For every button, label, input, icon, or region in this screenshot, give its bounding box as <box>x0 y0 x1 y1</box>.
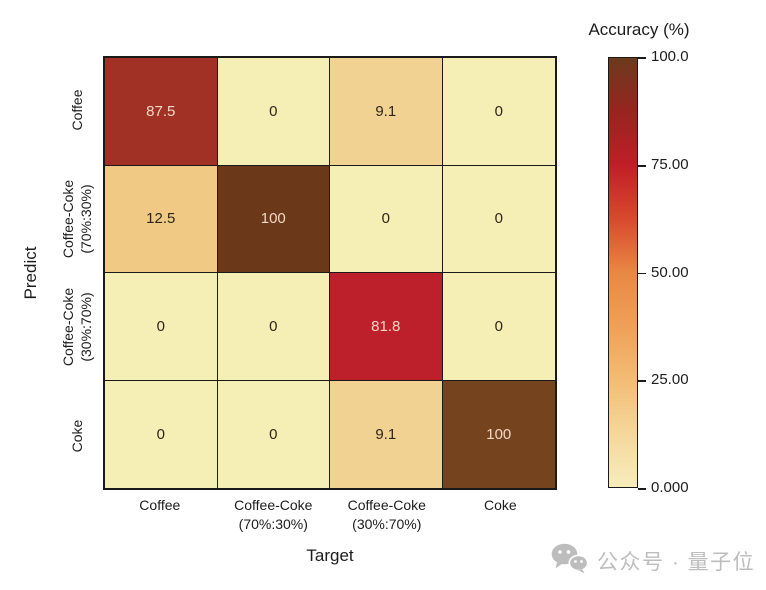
x-tick-label: Coke <box>483 497 517 513</box>
colorbar-tick-mark <box>638 380 646 383</box>
heatmap-grid: 87.5 0 9.1 0 12.5 100 0 0 0 0 81.8 0 0 0 9.1 100 <box>103 56 557 490</box>
cell-value: 87.5 <box>146 102 176 120</box>
cell-value: 9.1 <box>375 425 397 443</box>
heatmap-cell: 0 <box>442 165 555 273</box>
heatmap-cell: 0 <box>217 58 330 166</box>
colorbar-tick-mark <box>638 272 646 275</box>
cell-value: 0 <box>381 210 390 228</box>
colorbar-tick-label: 25.00 <box>651 371 689 389</box>
cell-value: 81.8 <box>371 317 401 335</box>
y-axis-title: Predict <box>21 246 40 300</box>
watermark: 公众号 · 量子位 <box>551 543 755 579</box>
cell-value: 0 <box>156 317 165 335</box>
cell-value: 0 <box>156 425 165 443</box>
heatmap-cell: 0 <box>330 165 443 273</box>
x-tick-label: Coffee <box>139 497 181 513</box>
colorbar-tick-label: 0.000 <box>651 479 689 497</box>
y-tick-label: Coffee-Coke (30%:70%) <box>59 288 94 367</box>
y-tick-label: Coffee-Coke (70%:30%) <box>59 179 94 258</box>
heatmap-cell: 100 <box>217 165 330 273</box>
colorbar-tick-mark <box>638 164 646 167</box>
colorbar-tick-label: 50.00 <box>651 263 689 281</box>
heatmap-cell: 0 <box>442 273 555 381</box>
colorbar-tick-mark <box>638 488 646 490</box>
colorbar-tick-mark <box>638 57 646 59</box>
x-tick-label: Coffee-Coke (70%:30%) <box>234 497 313 532</box>
heatmap-cell: 81.8 <box>330 273 443 381</box>
heatmap-cell: 87.5 <box>105 58 218 166</box>
cell-value: 0 <box>269 425 278 443</box>
cell-value: 0 <box>269 102 278 120</box>
colorbar-gradient <box>608 57 638 488</box>
heatmap-cell: 9.1 <box>330 380 443 488</box>
colorbar-tick-label: 100.0 <box>651 48 689 66</box>
cell-value: 100 <box>260 210 286 228</box>
cell-value: 0 <box>494 210 503 228</box>
heatmap-cell: 0 <box>442 58 555 166</box>
wechat-icon <box>551 543 589 579</box>
cell-value: 0 <box>494 102 503 120</box>
x-axis-title: Target <box>306 546 354 565</box>
colorbar-title: Accuracy (%) <box>588 20 690 39</box>
cell-value: 12.5 <box>146 210 176 228</box>
heatmap-cell: 0 <box>217 273 330 381</box>
y-tick-label: Coffee <box>68 89 85 131</box>
cell-value: 0 <box>494 317 503 335</box>
cell-value: 9.1 <box>375 102 397 120</box>
heatmap-cell: 0 <box>105 273 218 381</box>
watermark-text: 公众号 · 量子位 <box>597 551 756 574</box>
heatmap-cell: 9.1 <box>330 58 443 166</box>
heatmap-cell: 100 <box>442 380 555 488</box>
y-tick-label: Coke <box>68 419 85 453</box>
heatmap-cell: 12.5 <box>105 165 218 273</box>
cell-value: 0 <box>269 317 278 335</box>
heatmap-cell: 0 <box>217 380 330 488</box>
colorbar-tick-label: 75.00 <box>651 155 689 173</box>
heatmap-cell: 0 <box>105 380 218 488</box>
cell-value: 100 <box>486 425 512 443</box>
x-tick-label: Coffee-Coke (30%:70%) <box>347 497 426 532</box>
